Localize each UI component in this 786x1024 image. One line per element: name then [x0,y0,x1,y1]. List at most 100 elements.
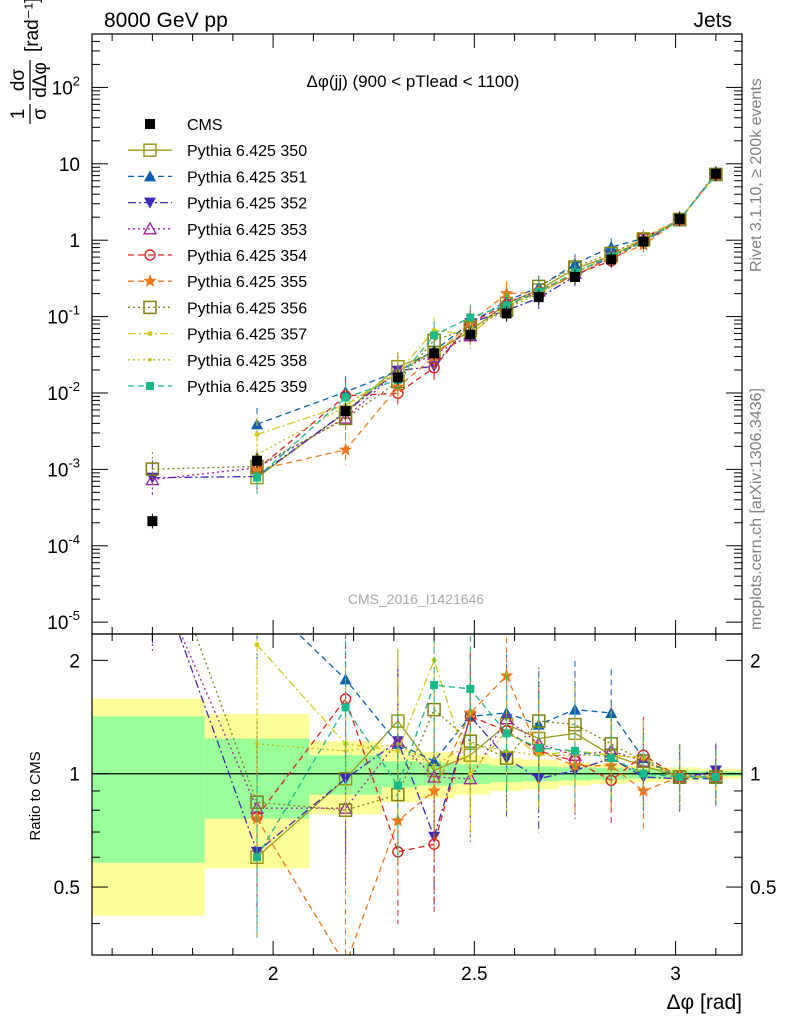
ratio-y-axis-label: Ratio to CMS [27,751,44,840]
ratio-tick-label-right: 1 [750,765,761,786]
series-point [254,432,260,438]
header-observable: Jets [693,9,732,32]
band-stat-uncertainty [92,716,205,863]
ratio-point [255,742,259,746]
series-point [428,361,440,374]
legend-entry: Pythia 6.425 358 [128,353,307,370]
legend-marker [143,274,157,287]
source-note: mcplots.cern.ch [arXiv:1306.3436] [748,388,765,630]
ratio-point [339,958,352,971]
legend-entry: Pythia 6.425 354 [128,248,307,265]
y-tick-label: 1 [69,231,80,252]
data-point [340,406,351,417]
ratio-point [675,773,684,782]
ratio-point [146,555,158,566]
ratio-point [432,763,436,768]
data-point [392,372,403,383]
ratio-tick-label-right: 0.5 [750,878,776,899]
series-point [145,472,160,486]
legend-marker [147,331,153,337]
data-point [569,271,580,282]
series-line [256,174,717,479]
legend-label: Pythia 6.425 357 [187,327,307,344]
ratio-point [639,769,648,778]
ratio-tick-label-right: 2 [750,651,761,672]
y-tick-label: 10-1 [47,303,80,329]
ratio-point [607,754,616,763]
legend-entry: Pythia 6.425 351 [128,169,307,186]
series-line [256,644,716,778]
series-point [341,393,350,402]
ratio-series-lines [146,555,723,971]
legend-label: Pythia 6.425 359 [187,379,307,396]
ratio-point [467,771,473,777]
header-process: 8000 GeV pp [104,9,228,32]
y-tick-label: 10 [59,155,80,176]
x-tick-label: 2.5 [461,964,487,985]
watermark: CMS_2016_I1421646 [348,591,484,607]
series-line [256,674,716,955]
legend-entry: Pythia 6.425 353 [128,221,307,239]
legend-marker [144,249,156,261]
ratio-point [341,703,350,712]
series-point [145,462,160,476]
ratio-tick-label: 1 [69,765,80,786]
data-point [533,292,544,303]
legend-marker [143,300,157,315]
legend-label: CMS [187,117,223,134]
legend-marker [145,119,155,129]
y-label-part: dΔφ [30,62,51,98]
series-line [256,174,717,479]
y-tick-label: 10-3 [47,455,80,481]
series-point [430,331,439,340]
data-point [147,516,158,527]
ratio-tick-label: 0.5 [54,878,80,899]
legend-label: Pythia 6.425 358 [187,353,307,370]
ratio-point [430,681,439,690]
legend-marker [144,170,156,182]
series-line [256,684,716,858]
legend-label: Pythia 6.425 356 [187,300,307,317]
ratio-point [251,588,263,599]
ratio-point [393,781,402,790]
legend-label: Pythia 6.425 353 [187,222,307,239]
data-point [252,455,263,466]
data-point [638,236,649,247]
legend-entry: Pythia 6.425 355 [128,274,307,291]
series-line [256,174,717,456]
series-point [338,442,353,456]
chart-title: Δφ(jj) (900 < pTlead < 1100) [307,72,520,91]
series-line [256,174,717,436]
ratio-plot-frame [91,633,743,956]
data-point [429,348,440,359]
y-label-units: [rad⁻¹] [22,0,43,52]
ratio-tick-label: 2 [69,651,80,672]
ratio-point [468,742,473,746]
series-point [466,313,475,322]
y-tick-label: 10-2 [47,379,80,405]
ratio-point [253,853,262,862]
ratio-point [146,563,158,574]
rivet-version-note: Rivet 3.1.10, ≥ 200k events [748,78,765,272]
legend-marker [144,197,156,209]
y-label-part: 1 [8,109,29,120]
data-point [710,168,721,179]
y-tick-label: 102 [52,73,80,99]
y-tick-label: 10-5 [47,608,80,634]
series-line [256,174,717,425]
legend-marker [143,143,157,157]
data-point [674,213,685,224]
axis-ticks: 2 2.5 3 10-5 10-4 10-3 10-2 10-1 1 10 102 0.5 0.5 1 1 2… [47,33,776,985]
legend-marker [142,221,158,235]
ratio-point [466,684,475,693]
legend-label: Pythia 6.425 352 [187,196,307,213]
y-label-part: dσ [8,69,29,92]
y-label-part: σ [30,108,51,120]
series-point [502,301,511,310]
x-tick-label: 3 [670,964,681,985]
x-tick-label: 2 [268,964,279,985]
legend-entry: Pythia 6.425 352 [128,196,307,213]
ratio-point [395,748,401,754]
data-point [606,254,617,265]
